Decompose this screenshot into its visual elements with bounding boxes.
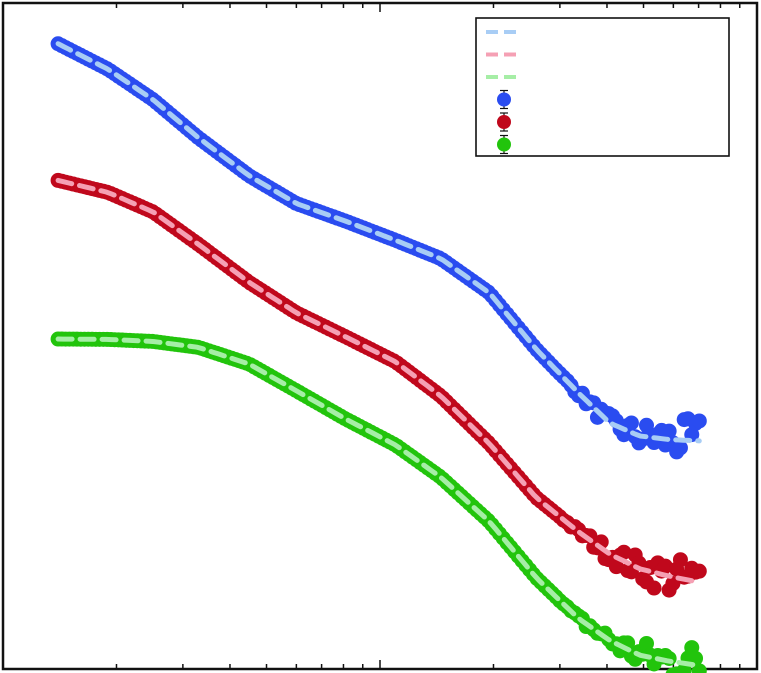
legend-marker-swatch — [497, 92, 511, 107]
axis-ticks — [2, 3, 741, 669]
data-point — [672, 552, 688, 568]
legend-entry-5 — [497, 112, 511, 132]
data-point — [661, 423, 677, 439]
fit-curve — [55, 336, 702, 669]
legend — [475, 17, 730, 157]
data-point — [638, 635, 654, 651]
data-point — [691, 563, 707, 579]
legend-entry-4 — [497, 89, 511, 110]
data-point — [623, 415, 639, 431]
data-point — [616, 544, 632, 560]
data-point — [691, 663, 707, 673]
series-2 — [50, 172, 707, 598]
legend-box — [475, 17, 730, 157]
fit-curve — [55, 41, 702, 444]
series-1 — [50, 36, 707, 460]
data-point — [657, 558, 673, 574]
data-point — [672, 440, 688, 456]
data-point — [646, 580, 662, 596]
legend-marker-swatch — [497, 137, 511, 152]
fit-curve — [55, 177, 702, 585]
legend-marker-swatch — [497, 115, 511, 129]
data-point — [608, 559, 624, 575]
data-point — [691, 413, 707, 429]
series-3 — [50, 331, 707, 673]
legend-entry-6 — [497, 134, 511, 155]
series-layer — [50, 36, 707, 673]
